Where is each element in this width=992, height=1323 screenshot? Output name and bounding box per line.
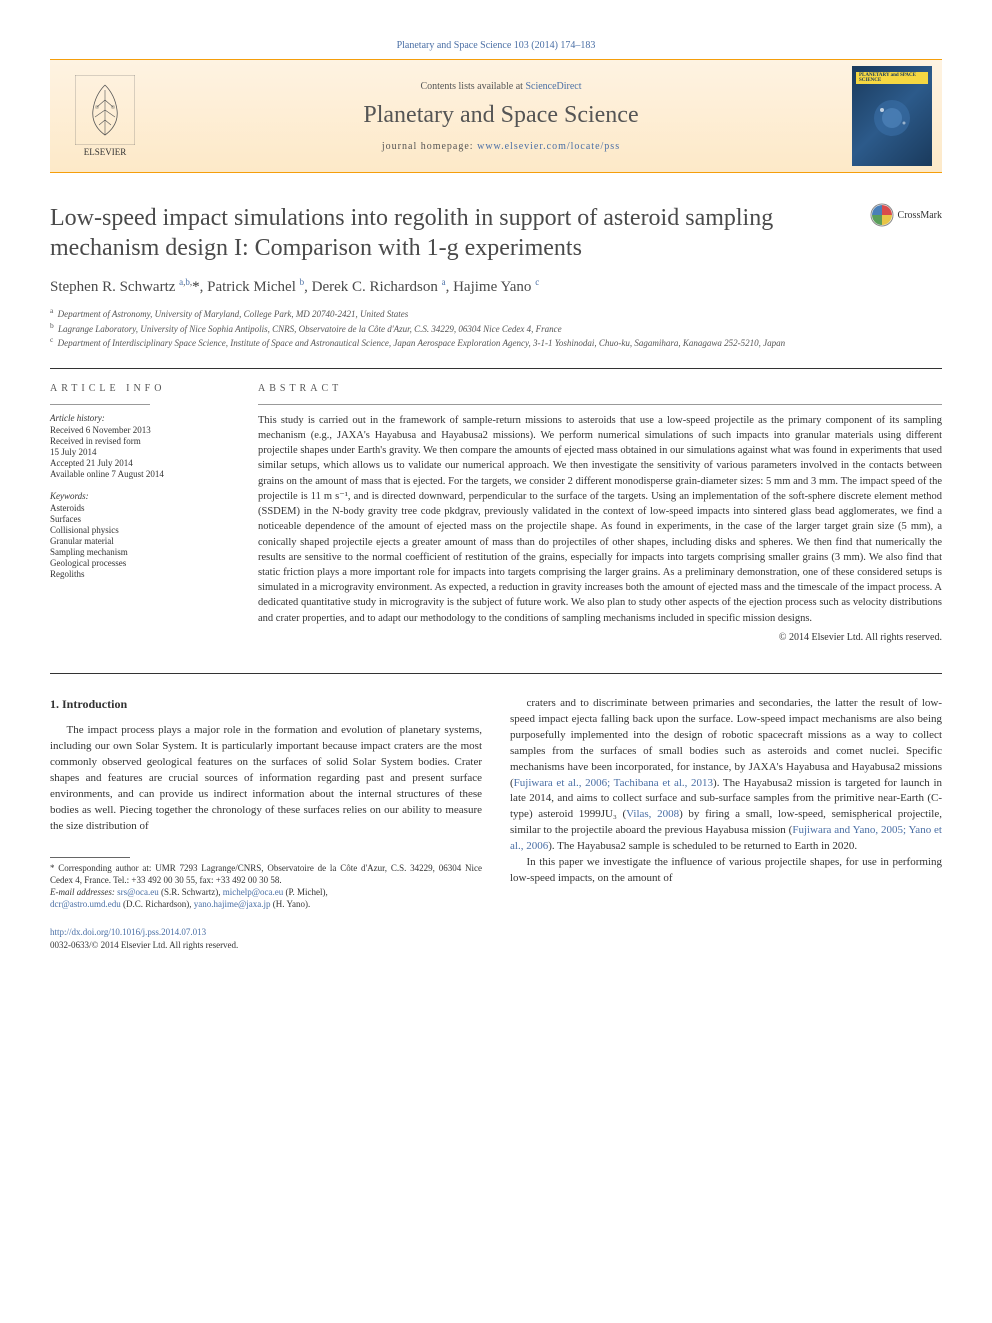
affiliations: a Department of Astronomy, University of…: [50, 306, 942, 350]
copyright: © 2014 Elsevier Ltd. All rights reserved…: [258, 632, 942, 643]
history-item: Accepted 21 July 2014: [50, 458, 230, 468]
homepage-line: journal homepage: www.elsevier.com/locat…: [150, 141, 852, 152]
body-divider: [50, 673, 942, 674]
crossmark-badge[interactable]: CrossMark: [870, 203, 942, 227]
keyword-item: Regoliths: [50, 569, 230, 579]
doi-link[interactable]: http://dx.doi.org/10.1016/j.pss.2014.07.…: [50, 927, 206, 937]
intro-para-2: In this paper we investigate the influen…: [510, 855, 942, 887]
citation-link[interactable]: Fujiwara and Yano, 2005; Yano et al., 20…: [510, 824, 942, 852]
sciencedirect-link[interactable]: ScienceDirect: [525, 81, 581, 92]
body-col-right: craters and to discriminate between prim…: [510, 696, 942, 953]
journal-cover: PLANETARY and SPACE SCIENCE: [852, 66, 932, 166]
keyword-item: Collisional physics: [50, 525, 230, 535]
crossmark-label: CrossMark: [898, 210, 942, 221]
citation-link[interactable]: Vilas, 2008: [626, 808, 679, 820]
homepage-link[interactable]: www.elsevier.com/locate/pss: [477, 141, 620, 152]
email-label: E-mail addresses:: [50, 887, 117, 897]
history-label: Article history:: [50, 413, 230, 423]
affiliation: c Department of Interdisciplinary Space …: [50, 335, 942, 350]
footer-left: http://dx.doi.org/10.1016/j.pss.2014.07.…: [50, 926, 482, 952]
abstract-column: ABSTRACT This study is carried out in th…: [258, 383, 942, 643]
journal-name: Planetary and Space Science: [150, 102, 852, 129]
email-link[interactable]: michelp@oca.eu: [223, 887, 284, 897]
footnotes: * Corresponding author at: UMR 7293 Lagr…: [50, 862, 482, 911]
history-item: Available online 7 August 2014: [50, 469, 230, 479]
header-center: Contents lists available at ScienceDirec…: [150, 81, 852, 152]
keyword-item: Granular material: [50, 536, 230, 546]
email-addresses: E-mail addresses: srs@oca.eu (S.R. Schwa…: [50, 886, 482, 910]
keyword-item: Surfaces: [50, 514, 230, 524]
abstract-heading: ABSTRACT: [258, 383, 942, 394]
article-info-heading: ARTICLE INFO: [50, 383, 230, 394]
article-title: Low-speed impact simulations into regoli…: [50, 203, 870, 263]
issn-line: 0032-0633/© 2014 Elsevier Ltd. All right…: [50, 939, 482, 952]
top-citation: Planetary and Space Science 103 (2014) 1…: [50, 40, 942, 51]
footnote-separator: [50, 857, 130, 858]
keyword-item: Asteroids: [50, 503, 230, 513]
abstract-text: This study is carried out in the framewo…: [258, 413, 942, 626]
elsevier-tree-icon: [75, 75, 135, 145]
affiliation: a Department of Astronomy, University of…: [50, 306, 942, 321]
authors: Stephen R. Schwartz a,b,*, Patrick Miche…: [50, 277, 942, 296]
email-link[interactable]: srs@oca.eu: [117, 887, 159, 897]
section-1-heading: 1. Introduction: [50, 696, 482, 713]
history-item: Received in revised form: [50, 436, 230, 446]
email-link[interactable]: yano.hajime@jaxa.jp: [194, 899, 271, 909]
intro-para-1: The impact process plays a major role in…: [50, 723, 482, 835]
body-col-left: 1. Introduction The impact process plays…: [50, 696, 482, 953]
keyword-item: Sampling mechanism: [50, 547, 230, 557]
keywords-label: Keywords:: [50, 491, 230, 501]
homepage-prefix: journal homepage:: [382, 141, 477, 152]
cover-badge: PLANETARY and SPACE SCIENCE: [856, 72, 928, 84]
abstract-divider: [258, 404, 942, 405]
affiliation: b Lagrange Laboratory, University of Nic…: [50, 321, 942, 336]
info-divider: [50, 404, 150, 405]
body-columns: 1. Introduction The impact process plays…: [50, 696, 942, 953]
article-info: ARTICLE INFO Article history: Received 6…: [50, 383, 230, 643]
email-who: (S.R. Schwartz),: [159, 887, 223, 897]
crossmark-icon: [870, 203, 894, 227]
history-item: 15 July 2014: [50, 447, 230, 457]
keyword-item: Geological processes: [50, 558, 230, 568]
top-citation-link[interactable]: Planetary and Space Science 103 (2014) 1…: [397, 40, 596, 51]
journal-header: ELSEVIER Contents lists available at Sci…: [50, 59, 942, 173]
email-who: (D.C. Richardson),: [121, 899, 194, 909]
cover-art-icon: [862, 88, 922, 148]
elsevier-logo: ELSEVIER: [60, 66, 150, 166]
email-who: (P. Michel),: [283, 887, 328, 897]
intro-para-1-cont: craters and to discriminate between prim…: [510, 696, 942, 855]
history-item: Received 6 November 2013: [50, 425, 230, 435]
email-who: (H. Yano).: [271, 899, 311, 909]
corresponding-author-note: * Corresponding author at: UMR 7293 Lagr…: [50, 862, 482, 886]
contents-line: Contents lists available at ScienceDirec…: [150, 81, 852, 92]
email-link[interactable]: dcr@astro.umd.edu: [50, 899, 121, 909]
citation-link[interactable]: Fujiwara et al., 2006; Tachibana et al.,…: [514, 777, 713, 789]
divider: [50, 368, 942, 369]
contents-prefix: Contents lists available at: [420, 81, 525, 92]
publisher-name: ELSEVIER: [84, 147, 127, 157]
